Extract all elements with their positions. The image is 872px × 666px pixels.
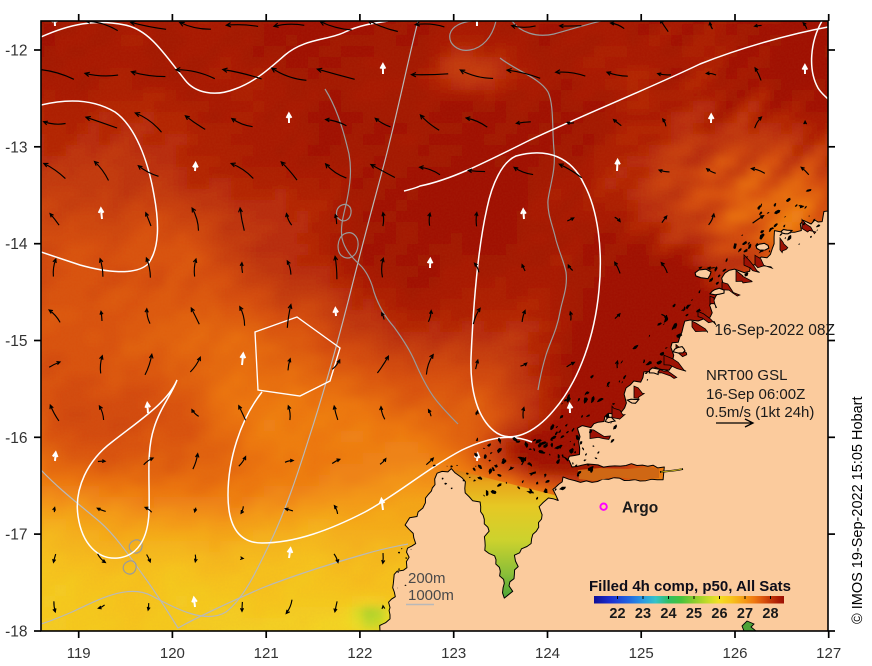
- svg-text:127: 127: [816, 645, 841, 662]
- svg-text:16-Sep-2022 08Z: 16-Sep-2022 08Z: [714, 322, 835, 339]
- svg-text:-15: -15: [5, 333, 27, 350]
- svg-text:-16: -16: [5, 430, 27, 447]
- svg-text:Argo: Argo: [622, 500, 658, 517]
- svg-text:122: 122: [347, 645, 372, 662]
- svg-text:124: 124: [535, 645, 560, 662]
- svg-text:24: 24: [660, 606, 676, 622]
- svg-text:22: 22: [609, 606, 625, 622]
- svg-text:-12: -12: [5, 43, 27, 60]
- svg-text:119: 119: [67, 645, 91, 662]
- svg-text:-14: -14: [5, 236, 28, 253]
- svg-text:© IMOS 19-Sep-2022 15:05 Hobar: © IMOS 19-Sep-2022 15:05 Hobart: [850, 396, 866, 624]
- svg-text:121: 121: [254, 645, 279, 662]
- svg-text:0.5m/s (1kt 24h): 0.5m/s (1kt 24h): [706, 404, 814, 421]
- svg-text:1000m: 1000m: [408, 587, 454, 604]
- svg-text:NRT00 GSL: NRT00 GSL: [706, 367, 787, 384]
- svg-text:26: 26: [711, 606, 727, 622]
- svg-text:-18: -18: [5, 624, 27, 641]
- svg-text:23: 23: [635, 606, 651, 622]
- svg-text:-13: -13: [5, 139, 27, 156]
- svg-text:28: 28: [762, 606, 778, 622]
- svg-text:25: 25: [686, 606, 702, 622]
- svg-text:123: 123: [441, 645, 466, 662]
- svg-text:16-Sep 06:00Z: 16-Sep 06:00Z: [706, 386, 805, 403]
- svg-text:Filled 4h comp, p50, All Sats: Filled 4h comp, p50, All Sats: [589, 578, 791, 595]
- svg-text:-17: -17: [5, 527, 27, 544]
- svg-text:125: 125: [629, 645, 654, 662]
- svg-text:120: 120: [160, 645, 185, 662]
- svg-text:200m: 200m: [408, 570, 446, 587]
- svg-text:27: 27: [737, 606, 753, 622]
- svg-text:126: 126: [722, 645, 747, 662]
